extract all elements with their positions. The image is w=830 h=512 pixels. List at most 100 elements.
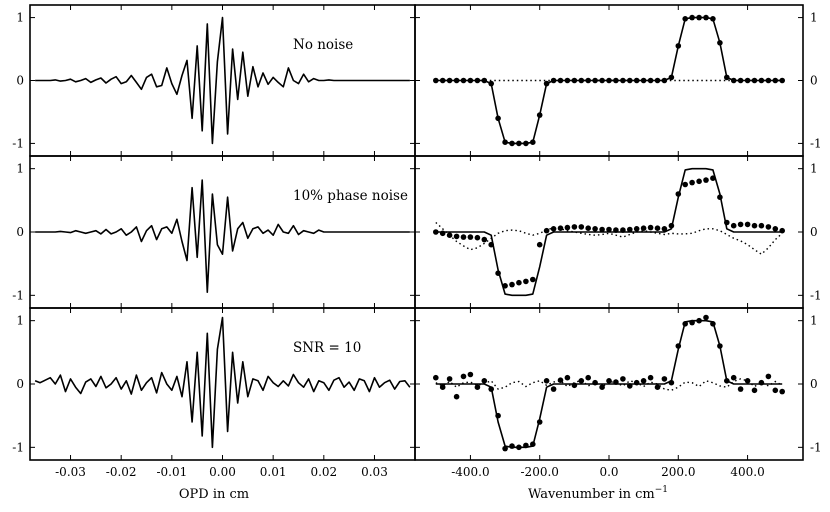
y-tick-label-left: 1: [16, 314, 24, 328]
spectrum-point: [474, 234, 481, 241]
spectrum-point: [599, 77, 605, 84]
spectrum-point: [627, 77, 633, 84]
spectrum-point: [530, 139, 536, 145]
spectrum-point: [585, 225, 591, 231]
spectrum-point: [530, 276, 536, 283]
x-tick-label-left: -0.03: [55, 465, 86, 479]
spectrum-point: [516, 140, 522, 147]
spectrum-point: [703, 14, 709, 21]
spectrum-point: [564, 374, 571, 381]
spectrum-point: [668, 379, 675, 386]
spectrum-point: [640, 225, 647, 231]
spectrum-point: [523, 140, 529, 147]
spectrum-point: [661, 376, 668, 382]
x-tick-label-left: -0.01: [156, 465, 187, 479]
interferogram-line-3: [34, 316, 411, 449]
y-tick-label-right: 1: [810, 314, 818, 328]
spectrum-point: [592, 379, 598, 386]
spectrum-point: [453, 233, 460, 240]
spectrum-point: [571, 382, 578, 389]
x-axis-label-right: Wavenumber in cm−1: [528, 485, 668, 502]
x-tick-label-right: 400.0: [730, 465, 764, 479]
spectrum-point: [474, 77, 481, 84]
interferogram-line-2: [35, 179, 410, 293]
y-tick-label-right: -1: [810, 288, 822, 302]
spectrum-point: [523, 278, 529, 285]
spectrum-point: [647, 224, 654, 231]
spectrum-point: [516, 279, 522, 286]
spectrum-point: [620, 227, 626, 233]
spectrum-point: [710, 175, 716, 181]
spectrum-point: [779, 77, 785, 84]
spectrum-point: [481, 378, 488, 384]
spectrum-point: [765, 77, 772, 84]
spectrum-point: [439, 230, 446, 237]
spectrum-point: [758, 77, 765, 84]
y-tick-label-right: 0: [810, 225, 818, 239]
spectrum-point: [765, 224, 772, 230]
spectrum-point: [772, 226, 779, 232]
spectrum-point: [578, 77, 585, 84]
panel-annotation-1: No noise: [293, 37, 353, 53]
spectrum-point: [509, 281, 515, 288]
spectrum-point: [606, 77, 612, 84]
spectrum-point: [536, 419, 543, 425]
spectrum-point: [696, 178, 702, 185]
spectrum-point: [613, 379, 619, 385]
spectrum-point: [751, 387, 758, 394]
spectrum-point: [460, 77, 467, 84]
y-tick-label-left: 0: [16, 225, 24, 239]
spectrum-point: [557, 77, 564, 84]
spectrum-point: [509, 140, 515, 147]
spectrum-point: [737, 386, 744, 392]
y-tick-label-left: 1: [16, 162, 24, 176]
spectrum-point: [730, 222, 737, 229]
spectrum-point: [495, 115, 501, 122]
spectrum-point: [730, 77, 737, 84]
spectrum-point: [717, 343, 723, 349]
spectrum-point: [543, 378, 550, 384]
spectrum-point: [592, 77, 598, 84]
x-tick-label-left: 0.00: [209, 465, 236, 479]
spectrum-point: [550, 77, 557, 84]
spectrum-point: [564, 224, 571, 231]
spectrum-point: [585, 374, 591, 381]
spectrum-point: [772, 77, 779, 84]
spectrum-point: [737, 77, 744, 84]
spectrum-point: [661, 77, 668, 84]
spectrum-point: [599, 226, 605, 233]
x-axis-label-right-main: Wavenumber in cm: [528, 487, 655, 502]
spectrum-point: [502, 283, 508, 289]
spectrum-point: [502, 139, 508, 145]
spectrum-point: [453, 77, 460, 84]
y-tick-label-right: -1: [810, 136, 822, 150]
spectrum-point: [433, 374, 439, 381]
spectrum-point: [453, 393, 460, 400]
spectrum-point: [439, 77, 446, 84]
spectrum-point: [661, 226, 668, 232]
spectrum-point: [564, 77, 571, 84]
spectrum-point: [710, 321, 716, 327]
spectrum-point: [550, 386, 557, 392]
spectrum-point: [460, 234, 467, 240]
spectrum-point: [467, 77, 474, 84]
spectrum-point: [696, 317, 702, 324]
x-tick-label-left: 0.01: [260, 465, 287, 479]
spectrum-point: [516, 444, 522, 451]
spectrum-point: [730, 374, 737, 381]
spectrum-point: [682, 321, 688, 327]
y-tick-label-right: 1: [810, 11, 818, 25]
spectrum-point: [779, 227, 785, 234]
spectrum-point: [779, 388, 785, 395]
spectrum-point: [765, 373, 772, 380]
spectrum-point: [724, 378, 730, 384]
imaginary-dotted-line-3: [435, 378, 783, 392]
panel-grid: [29, 4, 804, 461]
spectrum-point: [495, 270, 501, 277]
spectrum-point: [446, 232, 453, 238]
y-tick-label-left: 0: [16, 74, 24, 88]
y-tick-label-right: 1: [810, 162, 818, 176]
spectrum-point: [467, 234, 474, 240]
spectrum-point: [536, 112, 543, 118]
